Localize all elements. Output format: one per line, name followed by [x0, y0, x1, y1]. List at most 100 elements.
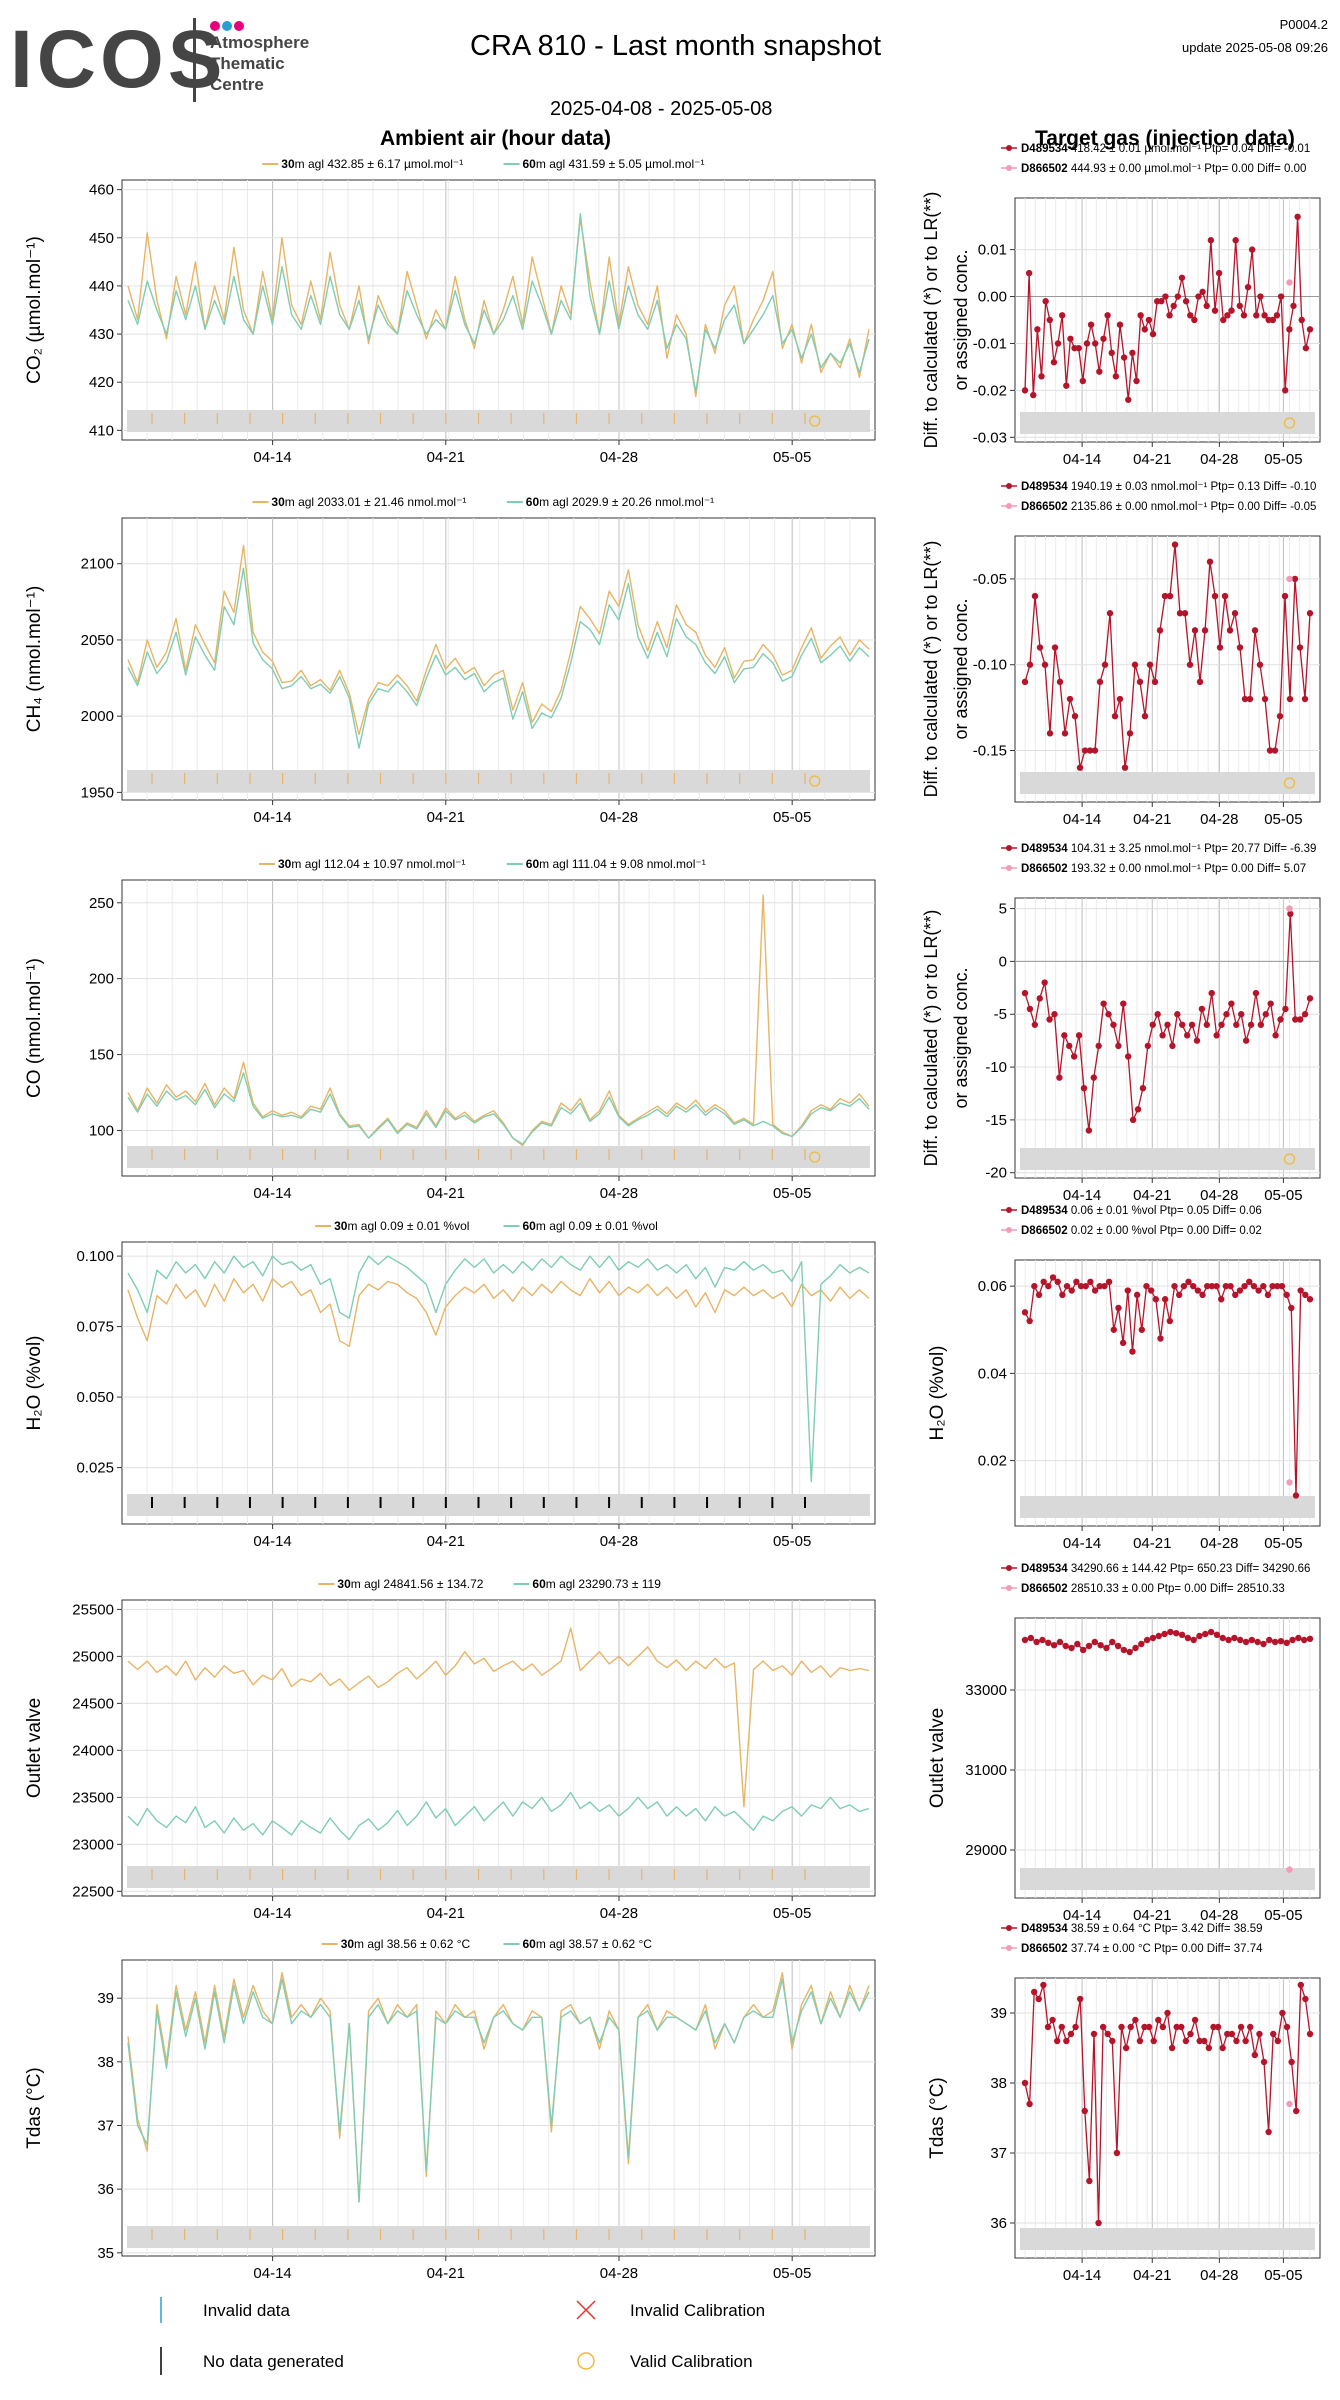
legend-key-marker	[1006, 145, 1012, 151]
legend-stats: 0.02 ± 0.00 %vol Ptp= 0.00 Diff= 0.02	[1068, 1225, 1262, 1237]
h2o-ambient-panel: 04-14 04-21 04-28 05-05 0.025 0.050 0.075 0.100…	[24, 1219, 876, 1550]
data-point-D489534	[1196, 1632, 1203, 1640]
x-tick-label: 04-28	[1200, 1907, 1238, 1924]
legend-stats: m agl 432.85 ± 6.17 µmol.mol⁻¹	[295, 157, 464, 171]
target-gas-heading: Target gas (injection data)	[1035, 127, 1295, 150]
data-point-D489534	[1050, 359, 1058, 366]
invalid-calibration-symbol	[576, 2300, 596, 2320]
y-tick-label: 38	[97, 2054, 114, 2071]
data-point-D489534	[1206, 558, 1214, 565]
data-point-D489534	[1152, 1296, 1160, 1303]
data-point-D489534	[1295, 1634, 1302, 1642]
data-point-D489534	[1146, 661, 1154, 668]
x-tick-label: 04-14	[253, 1533, 291, 1550]
legend-height: 30	[334, 1219, 348, 1233]
legend-height: 30	[337, 1577, 351, 1591]
x-tick-label: 04-21	[427, 1533, 465, 1550]
data-point-D489534	[1033, 1638, 1040, 1646]
data-point-D489534	[1116, 321, 1124, 328]
data-point-D489534	[1039, 1636, 1046, 1644]
data-point-D866502	[1286, 279, 1293, 286]
logo-subtitle-line: Thematic	[210, 54, 285, 73]
data-point-D489534	[1026, 1005, 1034, 1013]
data-point-D489534	[1122, 2044, 1130, 2052]
data-point-D489534	[1110, 1021, 1117, 1028]
y-tick-label: 2000	[81, 708, 114, 725]
data-point-D489534	[1293, 2107, 1300, 2115]
data-point-D489534	[1076, 764, 1084, 771]
y-tick-label: 39	[990, 2005, 1007, 2022]
data-point-D489534	[1251, 2051, 1259, 2059]
data-point-D489534	[1241, 695, 1249, 703]
update-timestamp: update 2025-05-08 09:26	[1181, 40, 1328, 55]
data-point-D489534	[1071, 712, 1079, 720]
data-point-D489534	[1290, 302, 1297, 310]
data-point-D489534	[1129, 1348, 1136, 1355]
data-point-D489534	[1269, 1282, 1276, 1290]
data-point-D489534	[1079, 377, 1087, 385]
data-point-D489534	[1040, 1981, 1047, 1989]
legend-stats: 37.74 ± 0.00 °C Ptp= 0.00 Diff= 37.74	[1068, 1943, 1263, 1955]
data-point-D489534	[1156, 627, 1164, 634]
data-point-D489534	[1063, 382, 1070, 389]
data-point-D489534	[1211, 307, 1219, 314]
legend-key-marker	[1006, 165, 1012, 171]
y-tick-label: 1950	[81, 784, 114, 801]
legend-key-marker	[1006, 1925, 1012, 1931]
data-point-D489534	[1218, 1296, 1225, 1303]
data-point-D489534	[1141, 2023, 1148, 2031]
data-point-D489534	[1051, 1011, 1058, 1018]
data-point-D489534	[1170, 302, 1177, 310]
data-point-D489534	[1231, 610, 1239, 617]
x-tick-label: 05-05	[773, 2265, 811, 2282]
y-tick-label: 24000	[72, 1742, 114, 1759]
data-point-D489534	[1272, 1032, 1279, 1039]
data-point-D489534	[1167, 1628, 1174, 1636]
data-point-D489534	[1096, 1282, 1103, 1290]
data-point-D489534	[1171, 541, 1179, 548]
x-tick-label: 05-05	[1264, 811, 1302, 828]
y-tick-label: -20	[985, 1165, 1007, 1182]
y-axis-label: Tdas (°C)	[24, 2067, 45, 2149]
y-axis-label: or assigned conc.	[951, 249, 971, 390]
x-tick-label: 04-21	[427, 1185, 465, 1202]
x-tick-label: 05-05	[1264, 451, 1302, 468]
legend-label: 60m agl 2029.9 ± 20.26 nmol.mol⁻¹	[526, 495, 714, 509]
legend-cylinder: D866502	[1021, 501, 1068, 513]
x-tick-label: 05-05	[1264, 1907, 1302, 1924]
invalid-data-label: Invalid data	[203, 2301, 290, 2320]
y-tick-label: 200	[89, 971, 114, 988]
data-point-D489534	[1081, 2107, 1088, 2115]
data-point-D489534	[1182, 2037, 1190, 2045]
y-axis-label: Tdas (°C)	[927, 2077, 948, 2159]
data-point-D489534	[1061, 1032, 1068, 1039]
data-point-D489534	[1066, 1042, 1073, 1050]
legend-label: D489534 0.06 ± 0.01 %vol Ptp= 0.05 Diff=…	[1021, 1205, 1262, 1217]
x-tick-label: 04-21	[427, 1905, 465, 1922]
data-point-D489534	[1255, 1287, 1262, 1294]
data-point-D489534	[1054, 340, 1062, 347]
series-line-30m	[127, 894, 870, 1147]
legend-cylinder: D489534	[1021, 481, 1068, 493]
data-point-D489534	[1120, 354, 1128, 361]
valid-calibration-marker	[809, 1151, 821, 1163]
data-point-D489534	[1220, 316, 1227, 324]
data-point-D489534	[1205, 2044, 1213, 2052]
data-point-D489534	[1257, 293, 1264, 300]
data-point-D489534	[1141, 712, 1149, 720]
legend-stats: 2135.86 ± 0.00 nmol.mol⁻¹ Ptp= 0.00 Diff…	[1068, 501, 1317, 513]
legend-label: D866502 37.74 ± 0.00 °C Ptp= 0.00 Diff= …	[1021, 1943, 1263, 1955]
flag-band	[127, 1146, 870, 1168]
y-tick-label: 250	[89, 895, 114, 912]
data-point-D489534	[1231, 1634, 1238, 1642]
data-point-D489534	[1149, 330, 1157, 338]
y-tick-label: 150	[89, 1047, 114, 1064]
data-point-D489534	[1306, 995, 1314, 1002]
data-point-D489534	[1050, 1642, 1058, 1649]
x-tick-label: 04-14	[1063, 1187, 1101, 1204]
data-point-D489534	[1106, 610, 1114, 617]
data-point-D489534	[1264, 1291, 1272, 1299]
legend-cylinder: D866502	[1021, 163, 1068, 175]
data-point-D489534	[1306, 1635, 1314, 1643]
y-axis-label: Diff. to calculated (*) or to LR(**)	[921, 541, 941, 798]
